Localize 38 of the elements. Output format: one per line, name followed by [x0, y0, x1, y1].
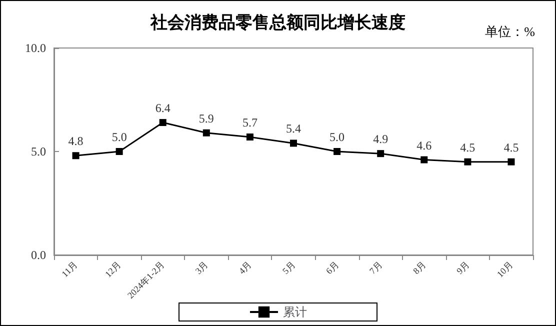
point — [159, 119, 166, 126]
data-label: 5.9 — [198, 111, 214, 126]
x-tick-label: 9月 — [454, 259, 472, 276]
point — [377, 150, 384, 158]
point — [72, 152, 80, 160]
y-tick-label: 5.0 — [31, 144, 46, 158]
x-tick-label: 11月 — [60, 259, 80, 280]
data-label: 4.6 — [416, 138, 432, 152]
x-tick-label: 10月 — [494, 259, 515, 280]
x-tick-label: 7月 — [368, 259, 384, 276]
x-tick-label: 8月 — [411, 259, 428, 276]
point — [508, 158, 515, 166]
text: 单位：% — [485, 24, 536, 39]
x-tick-label: 5月 — [280, 259, 298, 276]
point — [202, 129, 210, 136]
data-label: 5.0 — [330, 130, 345, 144]
data-label: 5.4 — [286, 122, 301, 136]
point — [246, 134, 254, 141]
data-label: 4.8 — [68, 134, 84, 148]
legend-label: 累计 — [283, 305, 307, 319]
point — [334, 148, 341, 155]
x-tick-label: 12月 — [103, 259, 123, 280]
y-tick-label: 10.0 — [25, 41, 46, 55]
data-label: 4.9 — [373, 132, 388, 146]
data-label: 4.5 — [504, 140, 519, 154]
chart-title: 社会消费品零售总额同比增长速度 — [150, 13, 406, 32]
x-tick-label: 4月 — [236, 259, 254, 276]
x-tick-label: 6月 — [324, 259, 341, 276]
data-label: 5.0 — [112, 130, 127, 144]
point — [420, 156, 428, 164]
point — [116, 148, 123, 155]
y-tick-label: 0.0 — [31, 248, 46, 262]
x-tick-label: 3月 — [193, 259, 210, 276]
data-label: 6.4 — [155, 101, 170, 116]
point — [464, 158, 472, 166]
data-label: 4.5 — [460, 140, 476, 154]
point — [290, 140, 297, 147]
data-label: 5.7 — [242, 116, 258, 130]
